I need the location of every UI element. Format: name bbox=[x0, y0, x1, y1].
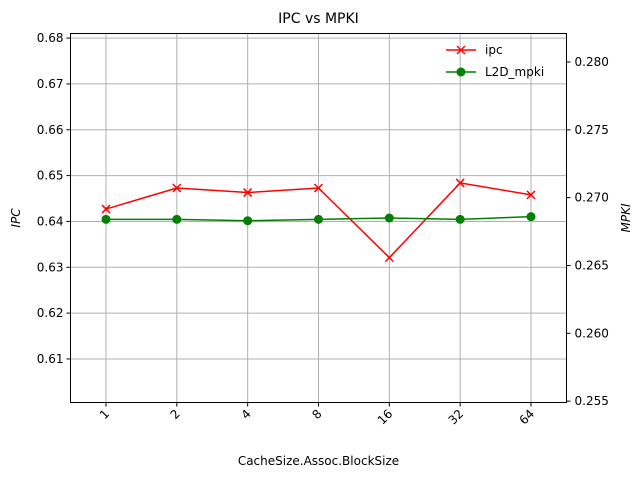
legend: ipc L2D_mpki bbox=[446, 43, 544, 79]
axis-layer: 1 2 4 8 16 32 64 0.61 0.62 0.63 0.64 0.65 0.66 0.67 0.… bbox=[37, 31, 609, 427]
data-point bbox=[314, 214, 323, 224]
data-point bbox=[455, 178, 465, 188]
y-right-tick-label: 0.255 bbox=[575, 394, 609, 408]
y-right-tick-label: 0.270 bbox=[575, 191, 609, 205]
data-point bbox=[526, 212, 536, 222]
x-axis-label: CacheSize.Assoc.BlockSize bbox=[238, 454, 399, 468]
y-left-tick-label: 0.62 bbox=[37, 306, 64, 320]
data-point bbox=[526, 190, 536, 200]
y-axis-left-label: IPC bbox=[9, 208, 23, 228]
y-left-tick-label: 0.67 bbox=[37, 77, 64, 91]
y-right-tick-label: 0.275 bbox=[575, 123, 609, 137]
data-point bbox=[101, 214, 111, 224]
legend-label: ipc bbox=[485, 43, 503, 57]
data-point bbox=[384, 213, 394, 223]
x-tick-label: 32 bbox=[446, 407, 467, 428]
data-point bbox=[172, 183, 182, 193]
y-left-tick-label: 0.65 bbox=[37, 169, 64, 183]
data-point bbox=[101, 204, 111, 214]
y-left-tick-label: 0.66 bbox=[37, 123, 64, 137]
data-point bbox=[455, 214, 465, 224]
series-layer bbox=[101, 178, 536, 263]
data-point bbox=[172, 214, 182, 224]
data-point bbox=[243, 188, 253, 198]
data-point bbox=[313, 183, 324, 193]
legend-marker bbox=[456, 67, 466, 77]
legend-marker bbox=[456, 45, 466, 55]
y-right-tick-label: 0.260 bbox=[575, 326, 609, 340]
legend-label: L2D_mpki bbox=[485, 65, 544, 79]
y-left-tick-label: 0.63 bbox=[37, 260, 64, 274]
x-tick-label: 8 bbox=[309, 407, 324, 422]
y-left-tick-label: 0.64 bbox=[37, 214, 64, 228]
y-left-tick-label: 0.61 bbox=[37, 352, 64, 366]
x-tick-label: 64 bbox=[516, 407, 537, 428]
x-tick-label: 4 bbox=[238, 407, 253, 422]
x-tick-label: 16 bbox=[375, 407, 396, 428]
data-point bbox=[384, 253, 394, 263]
y-right-tick-label: 0.265 bbox=[575, 258, 609, 272]
y-left-tick-label: 0.68 bbox=[37, 31, 64, 45]
x-tick-label: 2 bbox=[168, 407, 183, 422]
y-right-tick-label: 0.280 bbox=[575, 55, 609, 69]
data-point bbox=[243, 216, 253, 226]
x-tick-label: 1 bbox=[97, 407, 112, 422]
y-axis-right-label: MPKI bbox=[619, 203, 633, 232]
chart-title: IPC vs MPKI bbox=[278, 11, 359, 27]
